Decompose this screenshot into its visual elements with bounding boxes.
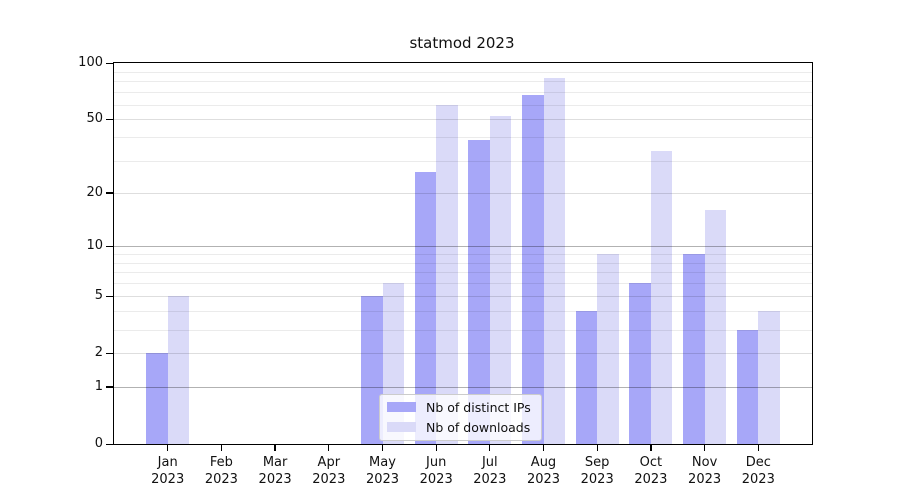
x-tick-label-may: May 2023 [365, 455, 400, 487]
y-tick-label-1: 1 [94, 378, 103, 394]
x-tick-label-mar: Mar 2023 [258, 455, 292, 487]
x-tick-nov [703, 444, 706, 451]
bar-distinct-ips-may [361, 296, 383, 444]
gridline-90 [114, 71, 812, 73]
gridline-20 [114, 192, 812, 194]
x-tick-label-dec: Dec 2023 [741, 455, 775, 487]
legend: Nb of distinct IPs Nb of downloads [379, 394, 542, 441]
x-tick-jun [435, 444, 437, 451]
bar-downloads-jan [167, 296, 190, 444]
x-tick-label-aug: Aug 2023 [526, 455, 561, 487]
x-tick-mar [274, 444, 276, 451]
gridline-50 [114, 119, 812, 121]
y-tick-label-10: 10 [86, 238, 103, 254]
y-tick-20 [106, 192, 113, 194]
bar-distinct-ips-jan [146, 353, 168, 444]
y-tick-label-2: 2 [94, 345, 103, 361]
y-tick-1 [106, 386, 113, 388]
plot-area: Nb of distinct IPs Nb of downloads 0 1 2 5 1… [78, 55, 813, 487]
legend-label-distinct-ips: Nb of distinct IPs [426, 399, 531, 415]
y-tick-5 [106, 295, 113, 297]
gridline-60 [114, 104, 812, 106]
bar-downloads-jul [489, 116, 512, 444]
x-tick-sep [596, 444, 598, 451]
x-tick-label-feb: Feb 2023 [204, 455, 238, 487]
y-tick-label-0: 0 [94, 436, 103, 452]
x-tick-label-jan: Jan 2023 [151, 455, 185, 487]
bar-downloads-dec [758, 311, 780, 444]
bar-distinct-ips-oct [629, 283, 651, 444]
gridline-40 [114, 137, 812, 139]
legend-item-distinct-ips: Nb of distinct IPs [387, 399, 531, 415]
y-tick-10 [106, 245, 113, 247]
gridline-80 [114, 81, 812, 83]
y-tick-2 [106, 352, 113, 355]
bar-distinct-ips-jun [414, 171, 437, 444]
bar-distinct-ips-sep [575, 311, 598, 444]
y-tick-0 [106, 443, 113, 445]
x-tick-jul [489, 444, 491, 451]
bar-distinct-ips-dec [736, 329, 759, 444]
x-tick-oct [650, 444, 652, 451]
y-tick-50 [106, 118, 113, 121]
x-tick-jan [167, 444, 169, 451]
x-tick-label-jul: Jul 2023 [473, 455, 507, 487]
legend-swatch-downloads [387, 422, 416, 432]
x-tick-feb [220, 444, 223, 451]
legend-label-downloads: Nb of downloads [426, 419, 531, 435]
bar-distinct-ips-jul [468, 139, 490, 444]
x-tick-apr [328, 444, 330, 451]
x-tick-label-apr: Apr 2023 [312, 455, 346, 487]
x-tick-aug [542, 444, 545, 451]
bar-distinct-ips-aug [522, 94, 544, 444]
bar-downloads-oct [650, 150, 673, 444]
legend-swatch-distinct-ips [387, 402, 416, 412]
x-tick-dec [757, 444, 759, 451]
y-tick-label-5: 5 [94, 288, 103, 304]
legend-item-downloads: Nb of downloads [387, 419, 531, 435]
chart-title: statmod 2023 [409, 34, 515, 52]
bar-downloads-aug [543, 78, 565, 444]
bar-downloads-sep [597, 253, 619, 444]
bar-downloads-jun [436, 104, 458, 444]
x-tick-label-nov: Nov 2023 [688, 455, 722, 487]
bar-distinct-ips-nov [683, 253, 705, 444]
y-tick-label-50: 50 [86, 111, 103, 127]
y-tick-label-20: 20 [86, 184, 103, 200]
x-tick-label-oct: Oct 2023 [634, 455, 668, 487]
y-tick-label-100: 100 [78, 55, 103, 71]
x-tick-label-jun: Jun 2023 [419, 455, 453, 487]
gridline-30 [114, 160, 812, 162]
x-tick-label-sep: Sep 2023 [580, 455, 614, 487]
bar-downloads-nov [704, 210, 727, 444]
x-tick-may [381, 444, 384, 451]
y-tick-100 [106, 62, 113, 64]
gridline-70 [114, 92, 812, 94]
